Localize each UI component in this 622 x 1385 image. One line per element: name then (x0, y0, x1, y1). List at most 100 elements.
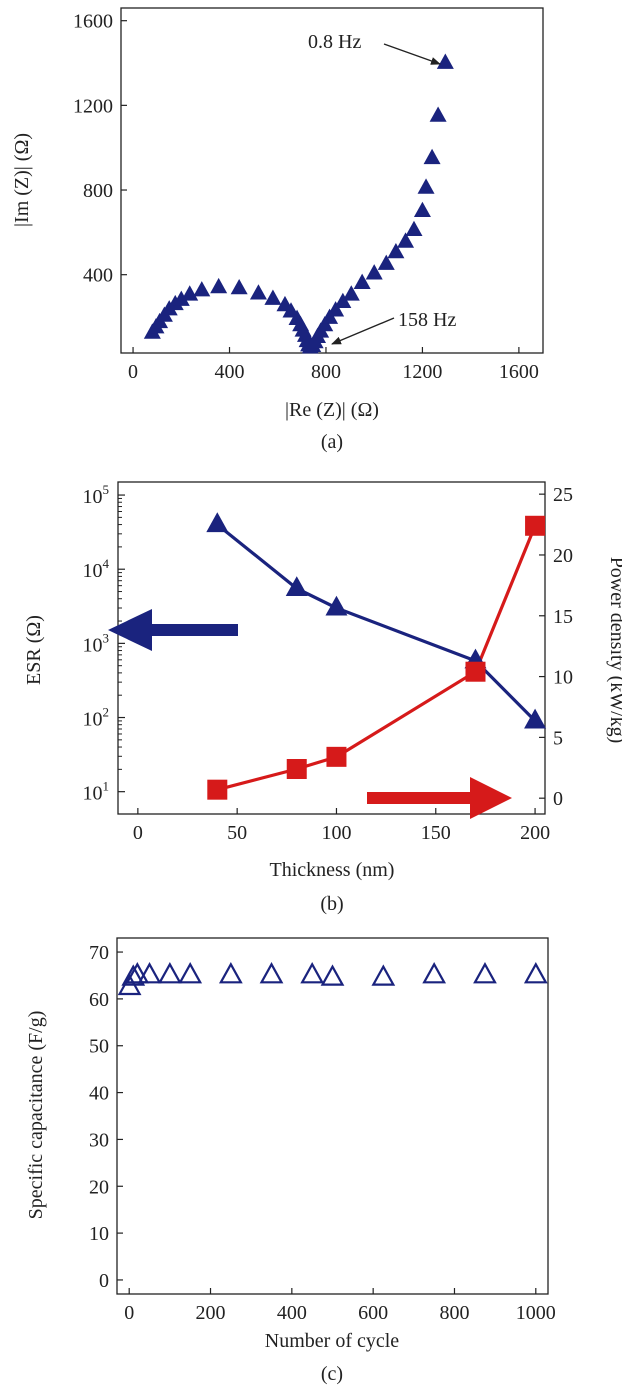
panel-a-y-tick-label: 800 (83, 180, 113, 202)
panel-b-x-tick-label: 200 (520, 822, 550, 844)
panel-b-left-y-axis-title: ESR (Ω) (23, 615, 45, 685)
panel-c-data-points (117, 962, 548, 996)
panel-a-x-tick-label: 1200 (402, 361, 442, 383)
power-density-point (207, 779, 228, 800)
impedance-point (230, 278, 248, 295)
panel-b-right-y-tick-label: 15 (553, 606, 573, 628)
capacitance-point (137, 962, 162, 984)
esr-point (285, 576, 308, 596)
impedance-point (397, 232, 415, 248)
impedance-point (193, 281, 211, 297)
panel-b-right-y-tick-label: 25 (553, 484, 573, 506)
panel-b-left-y-tick-label: 102 (83, 705, 110, 731)
capacitance-point (218, 962, 243, 984)
impedance-point (417, 178, 435, 194)
impedance-point (181, 285, 199, 301)
panel-c-y-tick-label: 0 (99, 1270, 109, 1292)
panel-c-label: (c) (321, 1363, 343, 1385)
panel-a-y-tick-label: 400 (83, 265, 113, 287)
right-pointing-arrow (367, 777, 512, 819)
panel-c-y-ticks: 0 10 20 30 40 50 60 70 (89, 942, 123, 1292)
panel-a-y-tick-label: 1600 (73, 11, 113, 33)
capacitance-point (422, 962, 447, 984)
esr-point (524, 708, 547, 729)
panel-b-right-y-ticks: 0 5 10 15 20 25 (539, 484, 573, 810)
panel-c-x-tick-label: 600 (358, 1302, 388, 1324)
panel-c-y-tick-label: 30 (89, 1129, 109, 1151)
impedance-point (436, 53, 454, 69)
panel-c-x-tick-label: 1000 (516, 1302, 556, 1324)
panel-c-y-tick-label: 40 (89, 1083, 109, 1105)
panel-c-x-tick-label: 800 (439, 1302, 469, 1324)
panel-a-x-tick-label: 800 (311, 361, 341, 383)
panel-c-cycle-stability-plot: 0 200 400 600 800 1000 0 10 20 30 40 50 60 70 Number… (25, 937, 556, 1385)
panel-c-y-axis-title: Specific capacitance (F/g) (25, 1011, 47, 1220)
esr-series-line (216, 523, 537, 723)
impedance-point (210, 277, 228, 294)
panel-b-x-tick-label: 100 (321, 822, 351, 844)
impedance-point (429, 106, 447, 122)
panel-a-y-axis-title: |Im (Z)| (Ω) (11, 133, 33, 227)
power-density-point (465, 661, 486, 682)
impedance-point (377, 254, 395, 270)
panel-b-x-tick-label: 50 (227, 822, 247, 844)
panel-b-right-y-tick-label: 10 (553, 667, 573, 689)
power-density-point (525, 515, 546, 536)
panel-b-x-axis-title: Thickness (nm) (270, 859, 395, 881)
panel-b-data-points (206, 512, 547, 800)
annotation-158-hz: 158 Hz (398, 309, 456, 331)
panel-b-frame (117, 481, 546, 815)
panel-b-x-ticks: 0 50 100 150 200 (133, 808, 550, 844)
panel-b-left-y-tick-label: 101 (83, 779, 110, 805)
panel-b-right-y-axis-title: Power density (kW/kg) (606, 557, 622, 744)
panel-b-series-lines (216, 523, 537, 792)
panel-a-x-tick-label: 0 (128, 361, 138, 383)
panel-b-right-y-tick-label: 5 (553, 727, 563, 749)
panel-b-left-y-tick-label: 104 (83, 556, 110, 582)
power-density-point (326, 746, 347, 767)
impedance-point (249, 284, 267, 300)
panel-a-label: (a) (321, 431, 343, 453)
esr-point (206, 512, 229, 533)
panel-b-left-y-ticks: 101 102 103 104 105 (83, 482, 125, 805)
panel-a-frame (120, 7, 544, 354)
panel-b-left-y-tick-label: 105 (83, 482, 110, 508)
impedance-point (353, 273, 371, 289)
panel-a-x-ticks: 0 400 800 1200 1600 (128, 347, 539, 383)
impedance-point (413, 201, 431, 218)
impedance-point (405, 220, 423, 237)
panel-c-y-tick-label: 50 (89, 1036, 109, 1058)
panel-c-frame (116, 937, 549, 1295)
panel-c-y-tick-label: 70 (89, 942, 109, 964)
panel-c-x-tick-label: 0 (124, 1302, 134, 1324)
panel-b-right-y-tick-label: 20 (553, 545, 573, 567)
capacitance-point (473, 962, 497, 984)
panel-b-x-tick-label: 150 (421, 822, 451, 844)
power-density-series-line (216, 525, 537, 792)
impedance-point (365, 264, 383, 280)
panel-c-x-tick-label: 200 (196, 1302, 226, 1324)
panel-a-data-points (143, 53, 454, 354)
capacitance-point (121, 964, 146, 986)
panel-b-right-y-tick-label: 0 (553, 788, 563, 810)
panel-a-x-tick-label: 1600 (499, 361, 539, 383)
esr-point (325, 595, 348, 616)
impedance-point (172, 290, 190, 306)
capacitance-point (371, 964, 396, 986)
capacitance-point (157, 962, 182, 984)
impedance-point (423, 148, 441, 165)
panel-c-x-axis-title: Number of cycle (265, 1330, 400, 1352)
capacitance-point (259, 962, 284, 984)
annotation-0-8-hz: 0.8 Hz (308, 31, 361, 53)
panel-b-left-y-tick-label: 103 (83, 630, 110, 656)
panel-c-y-tick-label: 20 (89, 1176, 109, 1198)
annotation-0-8-hz-arrow (383, 43, 441, 65)
capacitance-point (523, 962, 548, 984)
impedance-point (327, 301, 345, 317)
capacitance-point (178, 962, 203, 984)
panel-a-impedance-plot: 0 400 800 1200 1600 400 800 1200 1600 |Re (Z)| … (11, 7, 544, 453)
panel-c-y-tick-label: 60 (89, 989, 109, 1011)
panel-b-x-tick-label: 0 (133, 822, 143, 844)
impedance-point (334, 292, 352, 309)
